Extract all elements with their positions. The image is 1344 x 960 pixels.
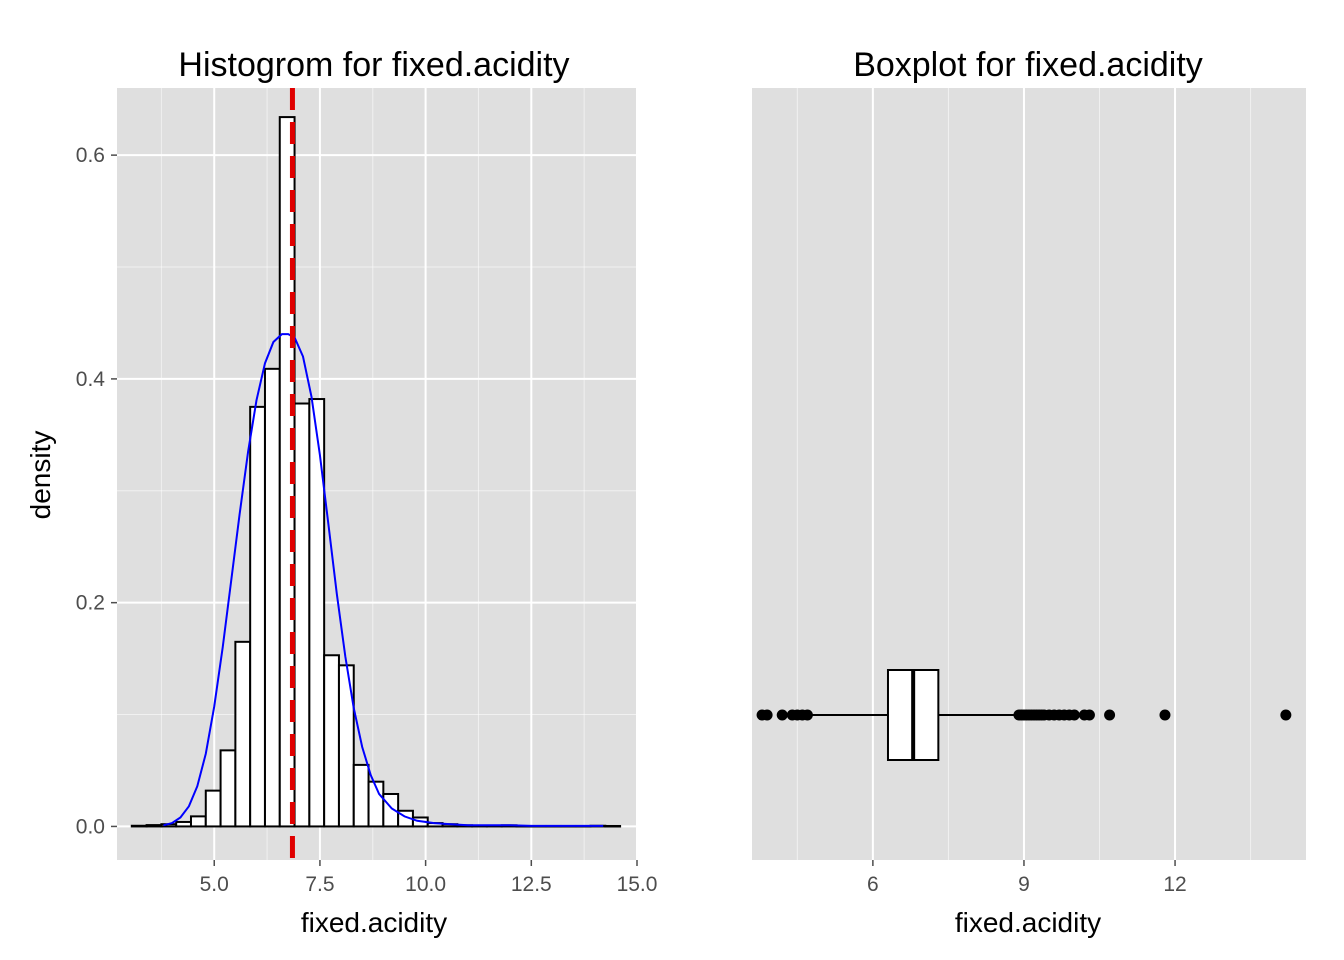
histogram-bar (204, 789, 222, 828)
boxplot-panel-background (752, 88, 1306, 860)
boxplot-x-ticks: 6 9 12 (867, 860, 1187, 896)
histogram-y-axis-title: density (25, 431, 56, 520)
density-curve (163, 333, 604, 827)
histogram-bar (219, 749, 237, 828)
boxplot-marks (812, 669, 1014, 761)
histogram-bar (234, 640, 252, 828)
boxplot-outlier-point (1280, 709, 1292, 721)
boxplot-title: Boxplot for fixed.acidity (853, 46, 1203, 84)
histogram-x-tick-label: 7.5 (305, 873, 334, 896)
histogram-title: Histogrom for fixed.acidity (178, 46, 569, 84)
histogram-x-axis-title: fixed.acidity (301, 907, 447, 938)
boxplot-outlier-point (1159, 709, 1171, 721)
density-curve-group (163, 333, 604, 827)
boxplot-x-tick-label: 12 (1163, 873, 1186, 896)
histogram-y-tick-label: 0.2 (76, 592, 105, 615)
histogram-x-tick-label: 10.0 (405, 873, 446, 896)
histogram-y-tick-label: 0.4 (76, 368, 106, 391)
boxplot-x-axis-title: fixed.acidity (955, 907, 1101, 938)
histogram-bar (323, 654, 340, 828)
histogram-y-tick-label: 0.0 (76, 815, 105, 838)
histogram-bar (189, 815, 207, 828)
boxplot-outlier-point (1068, 709, 1080, 721)
boxplot-x-tick-label: 9 (1018, 873, 1030, 896)
histogram-chart: Histogrom for fixed.acidity 5.0 7.5 10.0 12… (25, 46, 657, 938)
histogram-y-ticks: 0.0 0.2 0.4 0.6 (76, 144, 117, 838)
histogram-bar (175, 820, 192, 828)
boxplot-outlier-point (1083, 709, 1095, 721)
histogram-x-tick-label: 5.0 (200, 873, 229, 896)
histogram-bar (130, 824, 148, 828)
histogram-x-ticks: 5.0 7.5 10.0 12.5 15.0 (200, 860, 658, 896)
histogram-x-tick-label: 12.5 (511, 873, 552, 896)
boxplot-chart: Boxplot for fixed.acidity 6 9 12 fixed.aci… (752, 46, 1306, 938)
boxplot-x-tick-label: 6 (867, 873, 879, 896)
boxplot-outlier-point (761, 709, 773, 721)
histogram-bar (249, 405, 266, 828)
boxplot-outliers (756, 709, 1292, 721)
boxplot-outlier-point (801, 709, 813, 721)
histogram-bar (263, 367, 281, 828)
boxplot-grid (796, 88, 1252, 860)
histogram-bar (293, 402, 311, 828)
histogram-x-tick-label: 15.0 (617, 873, 658, 896)
histogram-y-tick-label: 0.6 (76, 144, 105, 167)
histogram-panel-background (117, 88, 637, 860)
histogram-bar (308, 398, 326, 828)
boxplot-outlier-point (1104, 709, 1116, 721)
histogram-bar (604, 824, 622, 828)
histogram-bar (352, 763, 370, 828)
histogram-bar (145, 824, 163, 828)
boxplot-outlier-point (776, 709, 788, 721)
